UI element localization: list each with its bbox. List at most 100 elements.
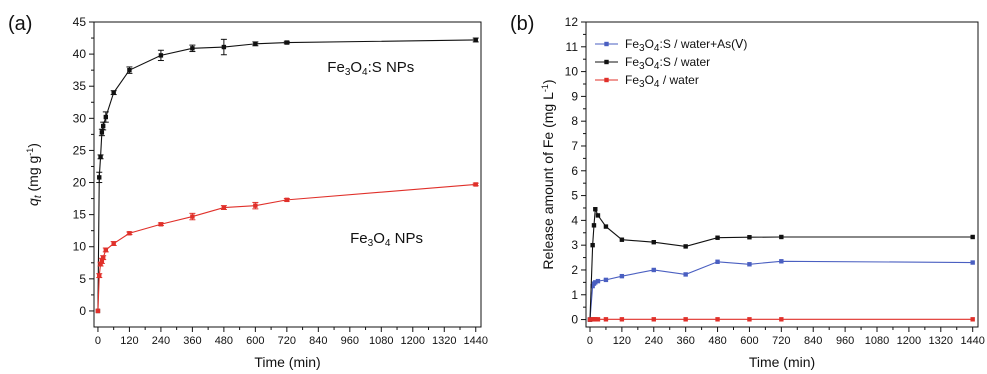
data-point <box>97 175 102 180</box>
y-tick-label: 45 <box>73 15 87 29</box>
legend-marker <box>604 41 609 47</box>
legend-text: Fe <box>625 73 639 87</box>
series-line <box>97 183 476 311</box>
series-2 <box>587 317 975 322</box>
legend-text: O <box>645 73 654 87</box>
data-point <box>651 317 656 322</box>
annotation-text: O <box>350 59 362 76</box>
data-point <box>619 237 625 242</box>
y-axis-label-unit: (mg g <box>25 156 41 196</box>
data-point <box>97 273 102 278</box>
data-point <box>715 317 720 322</box>
data-point <box>683 272 688 277</box>
data-point <box>593 280 598 285</box>
data-point <box>158 53 164 58</box>
data-point <box>715 235 720 240</box>
series-line <box>589 208 973 320</box>
x-tick-label: 1200 <box>401 335 425 347</box>
series-annotation: Fe3O4:S NPs <box>327 59 414 78</box>
x-tick-label: 960 <box>836 335 854 347</box>
series-0 <box>95 37 479 314</box>
y-axis-label-sub: t <box>33 194 44 198</box>
y-axis-label: Release amount of Fe (mg L-1) <box>540 79 556 269</box>
annotation-sub: 4 <box>362 67 368 78</box>
legend-sub: 4 <box>654 61 660 72</box>
annotation-sub: 3 <box>368 238 374 249</box>
y-tick-label: 20 <box>73 176 87 190</box>
legend-text: O <box>645 55 654 69</box>
y-axis-label-unit-end: ) <box>540 79 556 84</box>
y-tick-label: 0 <box>79 304 86 318</box>
x-axis-label: Time (min) <box>749 354 815 370</box>
x-axis-label: Time (min) <box>254 354 320 370</box>
x-tick-label: 240 <box>152 335 170 347</box>
legend: Fe3O4:S / water+As(Ⅴ)Fe3O4:S / waterFe3O… <box>595 37 747 90</box>
data-point <box>595 278 601 284</box>
x-tick-label: 960 <box>341 335 359 347</box>
data-point <box>190 46 195 51</box>
series-0 <box>587 259 975 322</box>
data-point <box>593 317 598 322</box>
x-tick-label: 0 <box>95 335 101 347</box>
data-point <box>111 90 116 95</box>
annotation-text: NPs <box>390 230 423 247</box>
y-axis-label-main: Release amount of Fe <box>540 132 556 270</box>
data-point <box>603 224 609 229</box>
series-1 <box>587 207 975 322</box>
y-tick-label: 15 <box>73 208 87 222</box>
y-tick-label: 10 <box>73 240 87 254</box>
data-point <box>779 259 784 264</box>
data-point <box>970 317 975 322</box>
data-point <box>747 262 752 267</box>
data-point <box>253 41 258 47</box>
y-tick-label: 4 <box>571 213 578 227</box>
y-axis-label-main: q <box>25 198 41 206</box>
data-point <box>747 235 752 240</box>
data-point <box>619 317 625 322</box>
x-tick-label: 360 <box>183 335 201 347</box>
data-point <box>603 317 609 322</box>
data-point <box>103 247 109 253</box>
legend-text: / water <box>659 73 698 87</box>
x-tick-label: 1320 <box>929 335 953 347</box>
legend-text: Fe <box>625 37 639 51</box>
data-point <box>651 239 656 245</box>
x-tick-label: 600 <box>246 335 264 347</box>
y-tick-label: 35 <box>73 79 87 93</box>
y-axis-label-unit: (mg L <box>540 92 556 132</box>
legend-marker <box>604 59 609 65</box>
data-point <box>603 277 609 283</box>
y-axis-label-unit-sup: -1 <box>540 84 550 92</box>
series-line <box>97 39 476 311</box>
data-point <box>970 234 975 240</box>
y-tick-label: 40 <box>73 47 87 61</box>
series-line <box>589 260 973 320</box>
legend-marker <box>604 77 609 83</box>
legend-label: Fe3O4:S / water <box>625 55 710 72</box>
data-point <box>100 123 106 129</box>
x-tick-label: 840 <box>309 335 327 347</box>
x-tick-label: 1080 <box>369 335 393 347</box>
x-tick-label: 240 <box>645 335 663 347</box>
legend-label: Fe3O4:S / water+As(Ⅴ) <box>625 37 747 54</box>
legend-sub: 3 <box>639 61 645 72</box>
y-axis-label-unit-sup: -1 <box>25 148 35 156</box>
data-point <box>99 130 105 135</box>
data-point <box>253 203 258 208</box>
data-point <box>111 241 116 246</box>
y-tick-label: 5 <box>79 272 86 286</box>
x-tick-label: 120 <box>120 335 138 347</box>
annotation-text: :S NPs <box>368 59 415 76</box>
legend-sub: 4 <box>654 79 660 90</box>
x-tick-label: 1080 <box>865 335 889 347</box>
legend-sub: 4 <box>654 43 660 54</box>
x-tick-label: 1440 <box>464 335 488 347</box>
data-point <box>99 258 105 264</box>
data-point <box>190 214 195 219</box>
data-point <box>715 259 720 264</box>
annotation-text: Fe <box>327 59 345 76</box>
legend-text: :S / water+As(Ⅴ) <box>659 37 747 51</box>
y-tick-label: 30 <box>73 111 87 125</box>
data-point <box>98 261 103 267</box>
legend-text: Fe <box>625 55 639 69</box>
